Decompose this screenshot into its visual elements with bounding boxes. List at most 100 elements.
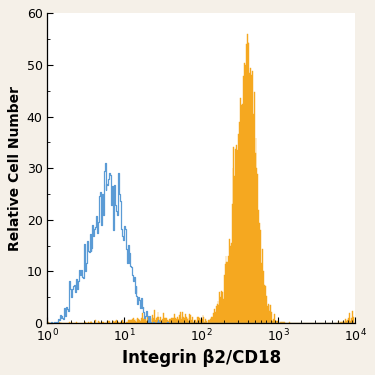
Bar — [264, 285, 265, 323]
Bar — [220, 297, 221, 323]
Bar — [210, 318, 212, 323]
Bar — [180, 316, 182, 323]
Bar — [91, 321, 92, 323]
Bar — [212, 316, 213, 323]
Bar — [266, 296, 267, 323]
Bar — [98, 321, 99, 323]
Bar — [224, 274, 225, 323]
Bar — [219, 292, 220, 323]
Bar — [350, 321, 351, 323]
Bar — [273, 319, 274, 323]
Bar — [208, 320, 209, 323]
Bar — [234, 176, 235, 323]
Bar — [230, 246, 231, 323]
Bar — [175, 318, 176, 323]
Bar — [195, 321, 196, 323]
Bar — [347, 320, 348, 323]
Bar — [198, 316, 199, 323]
Bar — [205, 319, 206, 323]
Bar — [199, 318, 200, 323]
Bar — [277, 321, 278, 323]
Bar — [338, 321, 339, 323]
Bar — [253, 114, 254, 323]
Bar — [61, 322, 62, 323]
Bar — [343, 321, 344, 323]
Bar — [186, 316, 187, 323]
Bar — [99, 322, 100, 323]
Bar — [269, 311, 270, 323]
Bar — [128, 320, 129, 323]
Bar — [213, 314, 214, 323]
Bar — [163, 314, 164, 323]
Bar — [345, 319, 346, 323]
Bar — [284, 322, 285, 323]
Bar — [76, 322, 77, 323]
Bar — [243, 76, 244, 323]
Bar — [158, 312, 159, 323]
Bar — [120, 322, 121, 323]
Bar — [103, 322, 104, 323]
Bar — [187, 319, 188, 323]
X-axis label: Integrin β2/CD18: Integrin β2/CD18 — [122, 349, 281, 367]
Bar — [346, 321, 347, 323]
Bar — [289, 322, 290, 323]
Bar — [160, 316, 161, 323]
Bar — [217, 302, 219, 323]
Bar — [166, 318, 167, 323]
Bar — [344, 322, 345, 323]
Bar — [155, 320, 156, 323]
Bar — [88, 322, 89, 323]
Bar — [59, 322, 60, 323]
Bar — [256, 168, 257, 323]
Bar — [276, 321, 277, 323]
Bar — [174, 314, 175, 323]
Bar — [342, 322, 343, 323]
Bar — [129, 320, 130, 323]
Y-axis label: Relative Cell Number: Relative Cell Number — [8, 86, 22, 251]
Bar — [200, 320, 201, 323]
Bar — [165, 318, 166, 323]
Bar — [108, 321, 109, 323]
Bar — [85, 322, 86, 323]
Bar — [147, 316, 148, 323]
Bar — [157, 316, 158, 323]
Bar — [261, 262, 262, 323]
Bar — [223, 299, 224, 323]
Bar — [245, 65, 246, 323]
Bar — [237, 150, 238, 323]
Bar — [252, 70, 253, 323]
Bar — [168, 321, 169, 323]
Bar — [190, 315, 191, 323]
Bar — [154, 310, 155, 323]
Bar — [274, 314, 275, 323]
Bar — [177, 316, 178, 323]
Bar — [183, 316, 184, 323]
Bar — [254, 92, 255, 323]
Bar — [216, 306, 217, 323]
Bar — [222, 292, 223, 323]
Bar — [131, 320, 132, 323]
Bar — [229, 239, 230, 323]
Bar — [265, 286, 266, 323]
Bar — [149, 320, 150, 323]
Bar — [150, 318, 152, 323]
Bar — [146, 321, 147, 323]
Bar — [95, 320, 96, 323]
Bar — [139, 320, 140, 323]
Bar — [102, 322, 103, 323]
Bar — [134, 320, 135, 323]
Bar — [202, 315, 204, 323]
Bar — [278, 322, 279, 323]
Bar — [135, 319, 136, 323]
Bar — [272, 321, 273, 323]
Bar — [275, 321, 276, 323]
Bar — [176, 319, 177, 323]
Bar — [161, 322, 162, 323]
Bar — [209, 320, 210, 323]
Bar — [232, 168, 234, 323]
Bar — [48, 322, 49, 323]
Bar — [341, 322, 342, 323]
Bar — [258, 210, 259, 323]
Bar — [140, 321, 141, 323]
Bar — [130, 320, 131, 323]
